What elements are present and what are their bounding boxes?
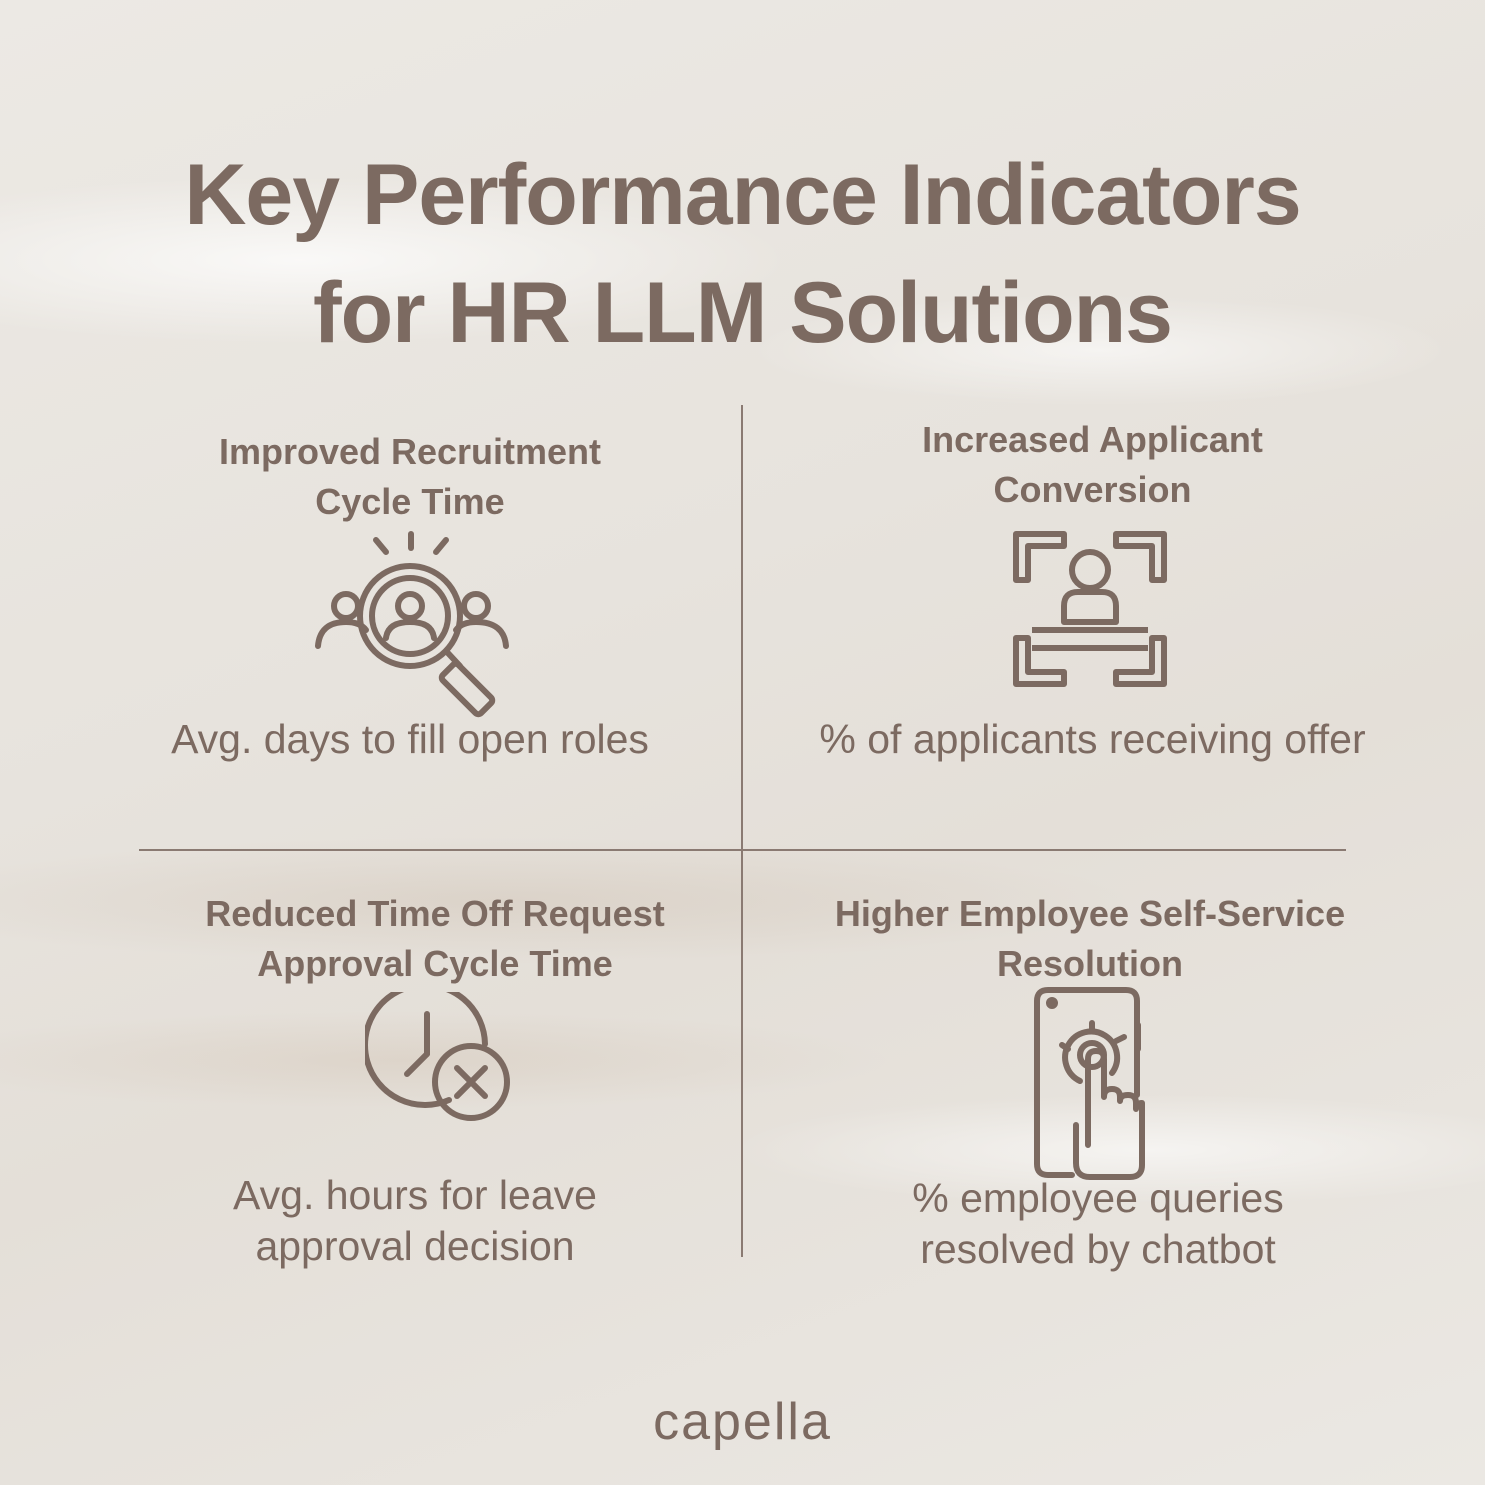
page-title-line-2: for HR LLM Solutions xyxy=(313,264,1173,361)
kpi-conversion-title: Increased Applicant Conversion xyxy=(790,415,1395,515)
page-title: Key Performance Indicators for HR LLM So… xyxy=(0,136,1485,372)
kpi-self-service-title-line-2: Resolution xyxy=(997,943,1183,984)
clock-cancel-icon xyxy=(365,992,515,1122)
kpi-time-off-description: Avg. hours for leave approval decision xyxy=(115,1170,715,1272)
applicant-focus-icon xyxy=(1012,530,1172,688)
kpi-time-off-description-line-2: approval decision xyxy=(255,1223,575,1269)
vertical-divider xyxy=(741,405,743,1257)
phone-touch-icon xyxy=(1032,985,1147,1180)
kpi-self-service-title-line-1: Higher Employee Self-Service xyxy=(834,893,1346,934)
page-title-line-1: Key Performance Indicators xyxy=(184,146,1301,243)
kpi-time-off-title: Reduced Time Off Request Approval Cycle … xyxy=(130,889,740,989)
kpi-recruitment-title: Improved Recruitment Cycle Time xyxy=(110,427,710,527)
kpi-self-service-description-line-1: % employee queries xyxy=(912,1175,1284,1221)
kpi-time-off-description-line-1: Avg. hours for leave xyxy=(233,1172,597,1218)
kpi-recruitment-title-line-2: Cycle Time xyxy=(315,481,505,522)
horizontal-divider xyxy=(139,849,1346,851)
kpi-time-off-title-line-1: Reduced Time Off Request xyxy=(205,893,665,934)
kpi-recruitment-description-line-1: Avg. days to fill open roles xyxy=(171,716,649,762)
kpi-recruitment-title-line-1: Improved Recruitment xyxy=(218,431,602,472)
kpi-conversion-description: % of applicants receiving offer xyxy=(760,714,1425,765)
kpi-self-service-title: Higher Employee Self-Service Resolution xyxy=(770,889,1410,989)
kpi-recruitment-description: Avg. days to fill open roles xyxy=(110,714,710,765)
kpi-self-service-description-line-2: resolved by chatbot xyxy=(920,1226,1276,1272)
kpi-time-off-title-line-2: Approval Cycle Time xyxy=(257,943,613,984)
kpi-conversion-description-line-1: % of applicants receiving offer xyxy=(819,716,1366,762)
recruitment-search-icon xyxy=(310,528,515,718)
kpi-conversion-title-line-2: Conversion xyxy=(993,469,1192,510)
kpi-self-service-description: % employee queries resolved by chatbot xyxy=(798,1173,1398,1275)
kpi-conversion-title-line-1: Increased Applicant xyxy=(922,419,1263,460)
capella-logo: capella xyxy=(653,1393,832,1451)
